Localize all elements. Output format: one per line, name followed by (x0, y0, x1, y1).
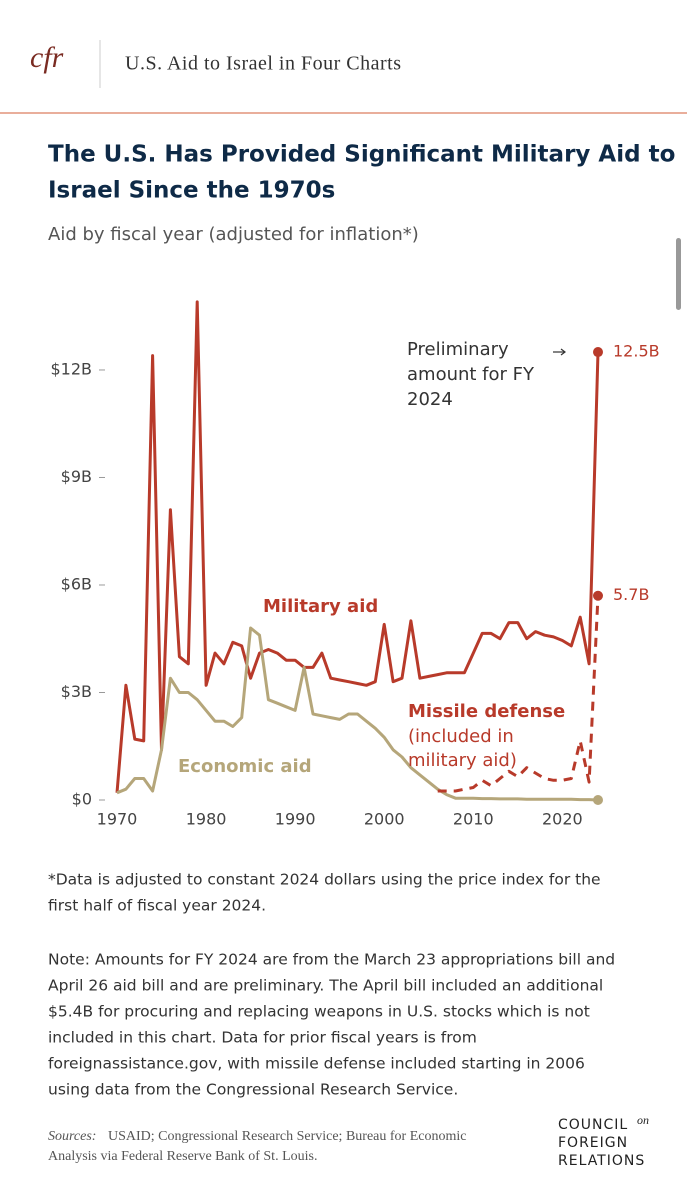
series-label: Economic aid (178, 756, 312, 777)
annotation-arrow (560, 348, 566, 356)
footer-logo: FOREIGN (558, 1135, 628, 1151)
series-line (115, 300, 600, 793)
end-point (593, 347, 603, 358)
header-title: U.S. Aid to Israel in Four Charts (125, 53, 402, 75)
value-label: 5.7B (613, 585, 649, 604)
chart-title: Israel Since the 1970s (48, 178, 335, 204)
y-tick-label: $9B (61, 467, 92, 486)
note-line: using data from the Congressional Resear… (48, 1081, 458, 1099)
x-tick-label: 2020 (542, 810, 583, 829)
sources: USAID; Congressional Research Service; B… (108, 1129, 466, 1144)
footer-logo: on (637, 1113, 649, 1127)
y-tick-label: $3B (61, 682, 92, 701)
sources-label: Sources: (48, 1129, 96, 1144)
x-tick-label: 1980 (186, 810, 227, 829)
x-tick-label: 1970 (97, 810, 138, 829)
annotation: amount for FY (407, 364, 535, 385)
chart-title: The U.S. Has Provided Significant Milita… (48, 142, 675, 168)
value-label: 12.5B (613, 342, 660, 361)
annotation: Preliminary (407, 339, 509, 360)
end-point (593, 795, 603, 805)
x-tick-label: 2010 (453, 810, 494, 829)
footnote: first half of fiscal year 2024. (48, 897, 266, 915)
series-label: (included in (408, 726, 514, 747)
end-point (593, 590, 603, 601)
series-line (116, 626, 599, 802)
series-label: Missile defense (408, 701, 565, 722)
series-label: military aid) (408, 750, 517, 771)
series-label: Military aid (263, 596, 378, 617)
note-line: included in this chart. Data for prior f… (48, 1029, 477, 1047)
x-tick-label: 1990 (275, 810, 316, 829)
y-tick-label: $0 (72, 790, 92, 809)
note: Note: Amounts for FY 2024 are from the M… (48, 951, 615, 1099)
y-tick-label: $12B (50, 359, 92, 378)
logo[interactable]: cfr (30, 41, 64, 74)
note-line: Note: Amounts for FY 2024 are from the M… (48, 951, 615, 969)
sources: Analysis via Federal Reserve Bank of St.… (48, 1149, 317, 1164)
chart-subtitle: Aid by fiscal year (adjusted for inflati… (48, 224, 419, 245)
y-tick-label: $6B (61, 574, 92, 593)
scrollbar[interactable] (676, 238, 681, 310)
series-line (437, 595, 600, 793)
note-line: foreignassistance.gov, with missile defe… (48, 1055, 585, 1073)
note-line: $5.4B for procuring and replacing weapon… (48, 1003, 590, 1021)
annotation: 2024 (407, 389, 453, 410)
footnote: *Data is adjusted to constant 2024 dolla… (48, 871, 601, 889)
footer-logo: RELATIONS (558, 1153, 645, 1169)
plot: $0 $3B $6B $9B $12B 1970 1980 1990 2000 2010 2020 1… (50, 300, 660, 829)
x-tick-label: 2000 (364, 810, 405, 829)
footer-logo: COUNCIL (558, 1117, 628, 1133)
note-line: April 26 aid bill and are preliminary. T… (48, 977, 603, 995)
